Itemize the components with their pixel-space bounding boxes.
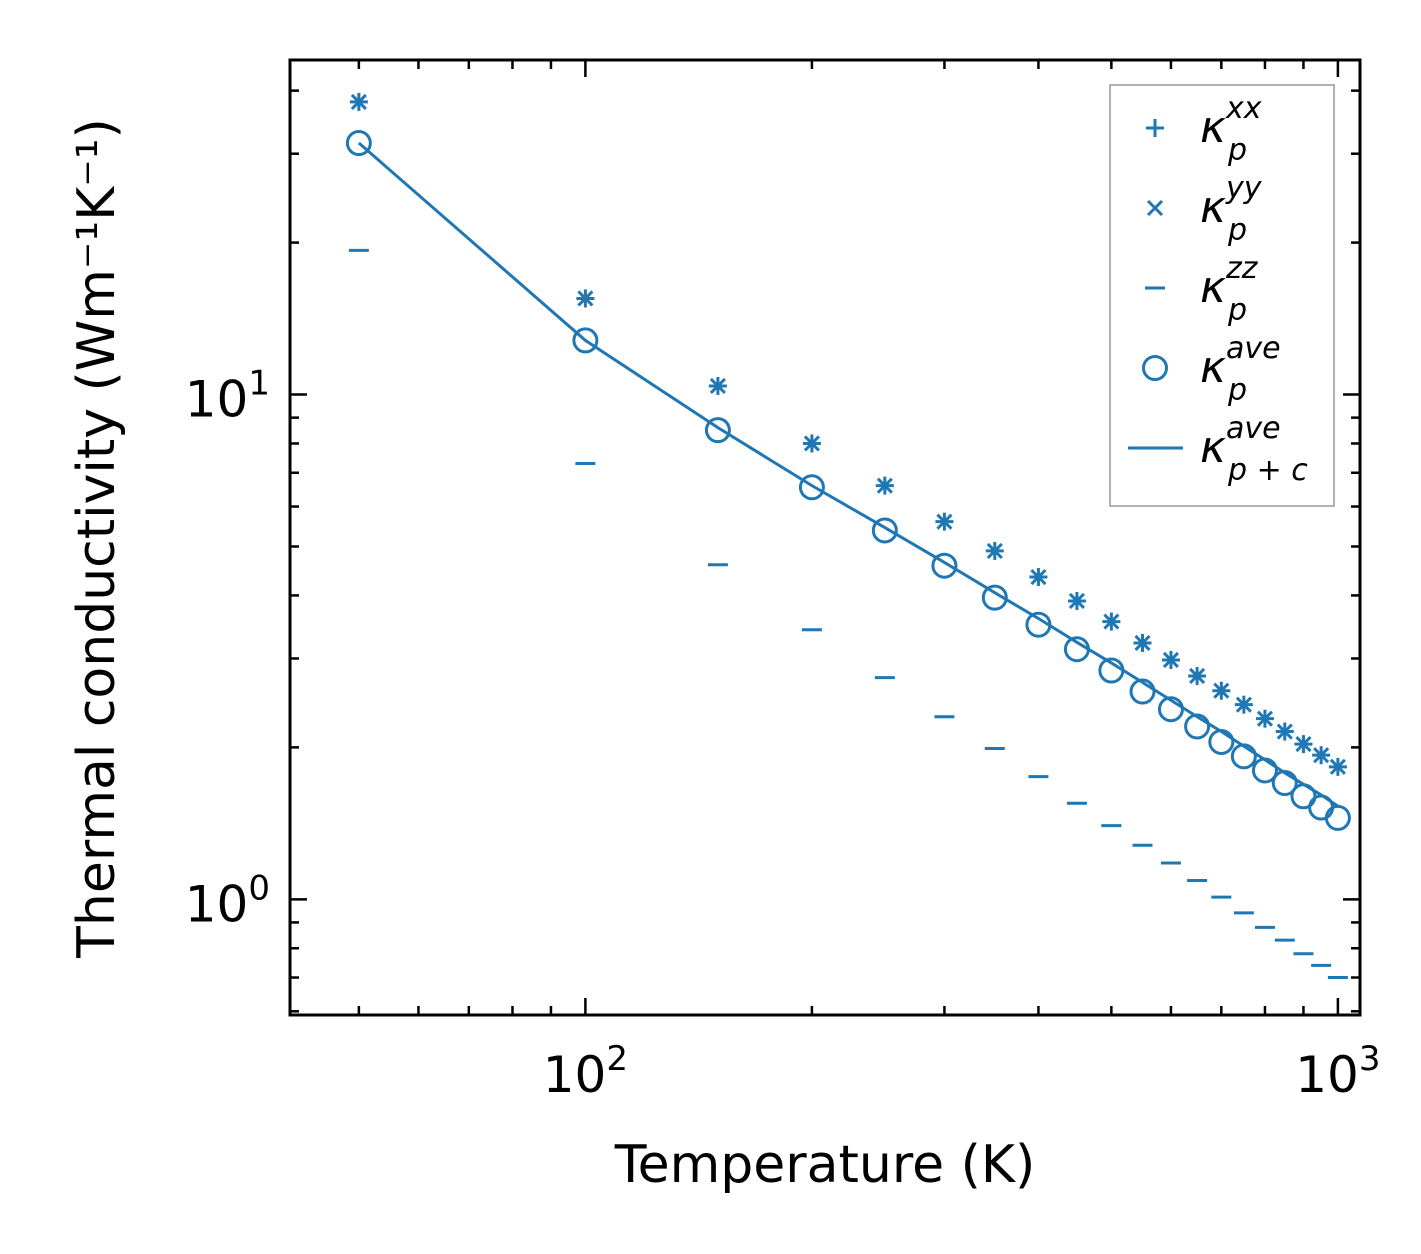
x-marker-b	[1189, 667, 1206, 685]
x-marker-b	[1276, 723, 1293, 740]
data-point-kappa_p^yy	[577, 290, 594, 307]
series-kappa_p+c^ave	[357, 141, 1339, 808]
data-point-kappa_p^yy	[350, 93, 367, 110]
data-point-kappa_p^yy	[803, 435, 820, 452]
data-point-kappa_p^yy	[876, 477, 893, 494]
data-point-kappa_p^ave	[345, 130, 372, 157]
x-marker-b	[1162, 651, 1180, 669]
x-marker-b	[936, 513, 953, 530]
data-point-kappa_p^ave	[704, 417, 731, 444]
x-marker-b	[709, 377, 726, 395]
legend-marker-swatch	[1146, 199, 1164, 217]
data-point-kappa_p^yy	[1134, 634, 1151, 652]
x-marker-b	[1146, 199, 1164, 217]
data-point-kappa_p^yy	[1313, 747, 1330, 764]
data-point-kappa_p^ave	[981, 584, 1008, 611]
data-point-kappa_p^ave	[931, 552, 958, 579]
data-point-kappa_p^yy	[1276, 723, 1293, 740]
data-point-kappa_p^ave	[798, 474, 825, 501]
series-kappa_p^zz	[348, 248, 1348, 980]
x-marker-b	[1213, 682, 1230, 699]
x-marker-b	[350, 93, 367, 110]
data-point-kappa_p^ave	[1324, 804, 1351, 831]
data-point-kappa_p^yy	[1162, 651, 1180, 669]
series-kappa_p^yy	[350, 93, 1346, 775]
x-marker-b	[1256, 710, 1274, 727]
x-marker-b	[577, 290, 594, 307]
data-point-kappa_p^yy	[1189, 667, 1206, 685]
data-point-kappa_p^yy	[1213, 682, 1230, 699]
x-marker-b	[1295, 736, 1312, 753]
x-marker-b	[1134, 634, 1151, 652]
legend-frame	[1109, 84, 1335, 507]
legend-marker-swatch	[1146, 119, 1164, 137]
x-marker-b	[1313, 747, 1330, 764]
data-point-kappa_p^yy	[1329, 758, 1346, 775]
data-point-kappa_p^yy	[1235, 696, 1252, 713]
x-marker-b	[1068, 592, 1085, 610]
x-marker-b	[803, 435, 820, 452]
plot-area-frame	[288, 58, 1362, 1017]
data-point-kappa_p^yy	[709, 377, 726, 395]
x-marker-b	[1030, 568, 1047, 586]
data-point-kappa_p^ave	[871, 517, 898, 544]
data-point-kappa_p^yy	[1068, 592, 1085, 610]
x-marker-b	[876, 477, 893, 494]
x-marker-b	[1235, 696, 1252, 713]
series-line-kappa_p+c^ave	[357, 141, 1339, 808]
data-point-kappa_p^yy	[1295, 736, 1312, 753]
series-layer	[345, 92, 1351, 980]
data-point-kappa_p^yy	[986, 542, 1003, 559]
x-marker-b	[1103, 613, 1120, 630]
x-marker-b	[1329, 758, 1346, 775]
x-axis-label: Temperature (K)	[614, 1135, 1036, 1195]
major-ticks	[290, 60, 1360, 1015]
data-point-kappa_p^ave	[1129, 678, 1156, 705]
data-point-kappa_p^yy	[936, 513, 953, 530]
y-axis-label: Thermal conductivity (Wm⁻¹K⁻¹)	[67, 118, 127, 959]
data-point-kappa_p^yy	[1256, 710, 1274, 727]
data-point-kappa_p^yy	[1103, 613, 1120, 630]
data-point-kappa_p^ave	[572, 327, 599, 354]
data-point-kappa_p^yy	[1030, 568, 1047, 586]
legend-marker-swatch	[1142, 355, 1168, 381]
x-marker-b	[986, 542, 1003, 559]
